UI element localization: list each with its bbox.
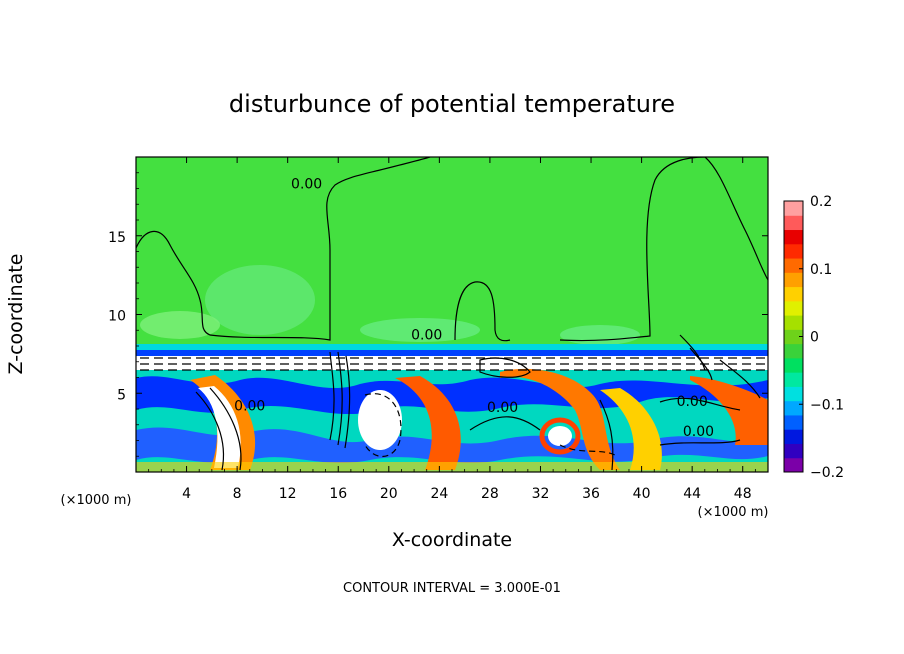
- contour-label: 0.00: [291, 177, 322, 193]
- contour-label: 0.00: [677, 394, 708, 410]
- colorbar-tick-label: 0.2: [810, 194, 832, 210]
- x-tick-label: 24: [430, 486, 448, 502]
- x-tick-label: 20: [380, 486, 398, 502]
- zero-contour: [454, 281, 511, 342]
- colorbar-cell: [784, 201, 803, 216]
- x-tick-label: 48: [734, 486, 752, 502]
- colorbar: 0.2 0.1 0 −0.1 −0.2: [783, 194, 844, 481]
- white-core: [198, 386, 241, 468]
- contour-interval-note: CONTOUR INTERVAL = 3.000E-01: [343, 581, 561, 596]
- x-unit-label: (×1000 m): [698, 505, 769, 520]
- contour-label: 0.00: [234, 399, 265, 415]
- dashed-contour: [559, 444, 616, 456]
- band-cyan: [136, 344, 768, 352]
- warm-plume: [690, 376, 768, 445]
- y-tick-label: 10: [108, 309, 126, 325]
- upper-patch: [360, 318, 480, 342]
- band-white: [136, 356, 768, 370]
- colorbar-cell: [784, 457, 803, 473]
- colorbar-tick-label: 0.1: [810, 262, 832, 278]
- colorbar-cell: [784, 414, 803, 430]
- colorbar-cell: [784, 215, 803, 231]
- contour-label-layer: 0.00 0.00 0.00 0.00 0.00 0.00: [234, 177, 714, 440]
- colorbar-cell: [784, 386, 803, 402]
- x-tick-label: 12: [279, 486, 297, 502]
- solid-contour: [679, 334, 761, 399]
- x-tick-label: 4: [182, 486, 191, 502]
- x-tick-label: 32: [532, 486, 550, 502]
- zero-contour: [469, 416, 541, 431]
- blue-swirl: [136, 376, 768, 415]
- white-core: [548, 426, 572, 446]
- colorbar-cell: [784, 229, 803, 245]
- y-unit-label: (×1000 m): [61, 493, 132, 508]
- upper-patch: [205, 265, 315, 335]
- colorbar-cells: [784, 201, 803, 473]
- warm-plume: [395, 376, 461, 470]
- colorbar-ticks: 0.2 0.1 0 −0.1 −0.2: [799, 194, 844, 481]
- colorbar-tick-label: −0.1: [810, 397, 844, 413]
- colorbar-cell: [784, 329, 803, 345]
- x-tick-label: 40: [633, 486, 651, 502]
- surface-strip: [136, 462, 768, 472]
- x-axis-ticks: 4 8 12 16 20 24 28 32 36 40 44 48: [148, 157, 756, 502]
- x-axis-label: X-coordinate: [392, 529, 512, 551]
- colorbar-cell: [784, 400, 803, 416]
- zero-contour: [599, 399, 614, 471]
- x-tick-label: 36: [582, 486, 600, 502]
- x-tick-label: 28: [481, 486, 499, 502]
- white-core: [358, 390, 402, 450]
- chart-title: disturbunce of potential temperature: [229, 90, 675, 118]
- zero-contour: [136, 157, 431, 341]
- solid-contour: [195, 387, 242, 471]
- zero-contour: [659, 439, 741, 446]
- warm-plume: [600, 388, 662, 470]
- zero-contour: [559, 157, 706, 342]
- warm-ring: [539, 417, 581, 455]
- y-tick-label: 5: [117, 387, 126, 403]
- contour-label: 0.00: [411, 328, 442, 344]
- colorbar-cell: [784, 243, 803, 259]
- zero-contour: [704, 157, 768, 281]
- upper-patch: [140, 311, 220, 339]
- colorbar-cell: [784, 272, 803, 288]
- x-tick-label: 44: [683, 486, 701, 502]
- y-axis-label: Z-coordinate: [5, 254, 27, 375]
- y-tick-label: 15: [108, 230, 126, 246]
- colorbar-tick-label: 0: [810, 330, 819, 346]
- contour-lines: [136, 157, 768, 471]
- colorbar-cell: [784, 429, 803, 444]
- colorbar-cell: [784, 372, 803, 387]
- colorbar-cell: [784, 258, 803, 273]
- colorbar-cell: [784, 286, 803, 302]
- y-axis-ticks: 5 10 15: [108, 172, 768, 457]
- solid-contour: [479, 357, 531, 378]
- upper-patch: [560, 325, 640, 345]
- x-tick-label: 16: [329, 486, 347, 502]
- colorbar-cell: [784, 443, 803, 459]
- colorbar-cell: [784, 357, 803, 373]
- colorbar-cell: [784, 315, 803, 330]
- x-tick-label: 8: [233, 486, 242, 502]
- colorbar-cell: [784, 343, 803, 359]
- zero-contour: [659, 397, 741, 411]
- colorbar-tick-label: −0.2: [810, 465, 844, 481]
- solid-contour: [329, 351, 351, 449]
- colorbar-cell: [784, 300, 803, 316]
- contour-label: 0.00: [683, 424, 714, 440]
- contour-label: 0.00: [487, 400, 518, 416]
- warm-plume: [500, 368, 620, 470]
- dashed-contour: [364, 393, 402, 457]
- plot-field: [136, 157, 768, 472]
- band-blue: [136, 350, 768, 356]
